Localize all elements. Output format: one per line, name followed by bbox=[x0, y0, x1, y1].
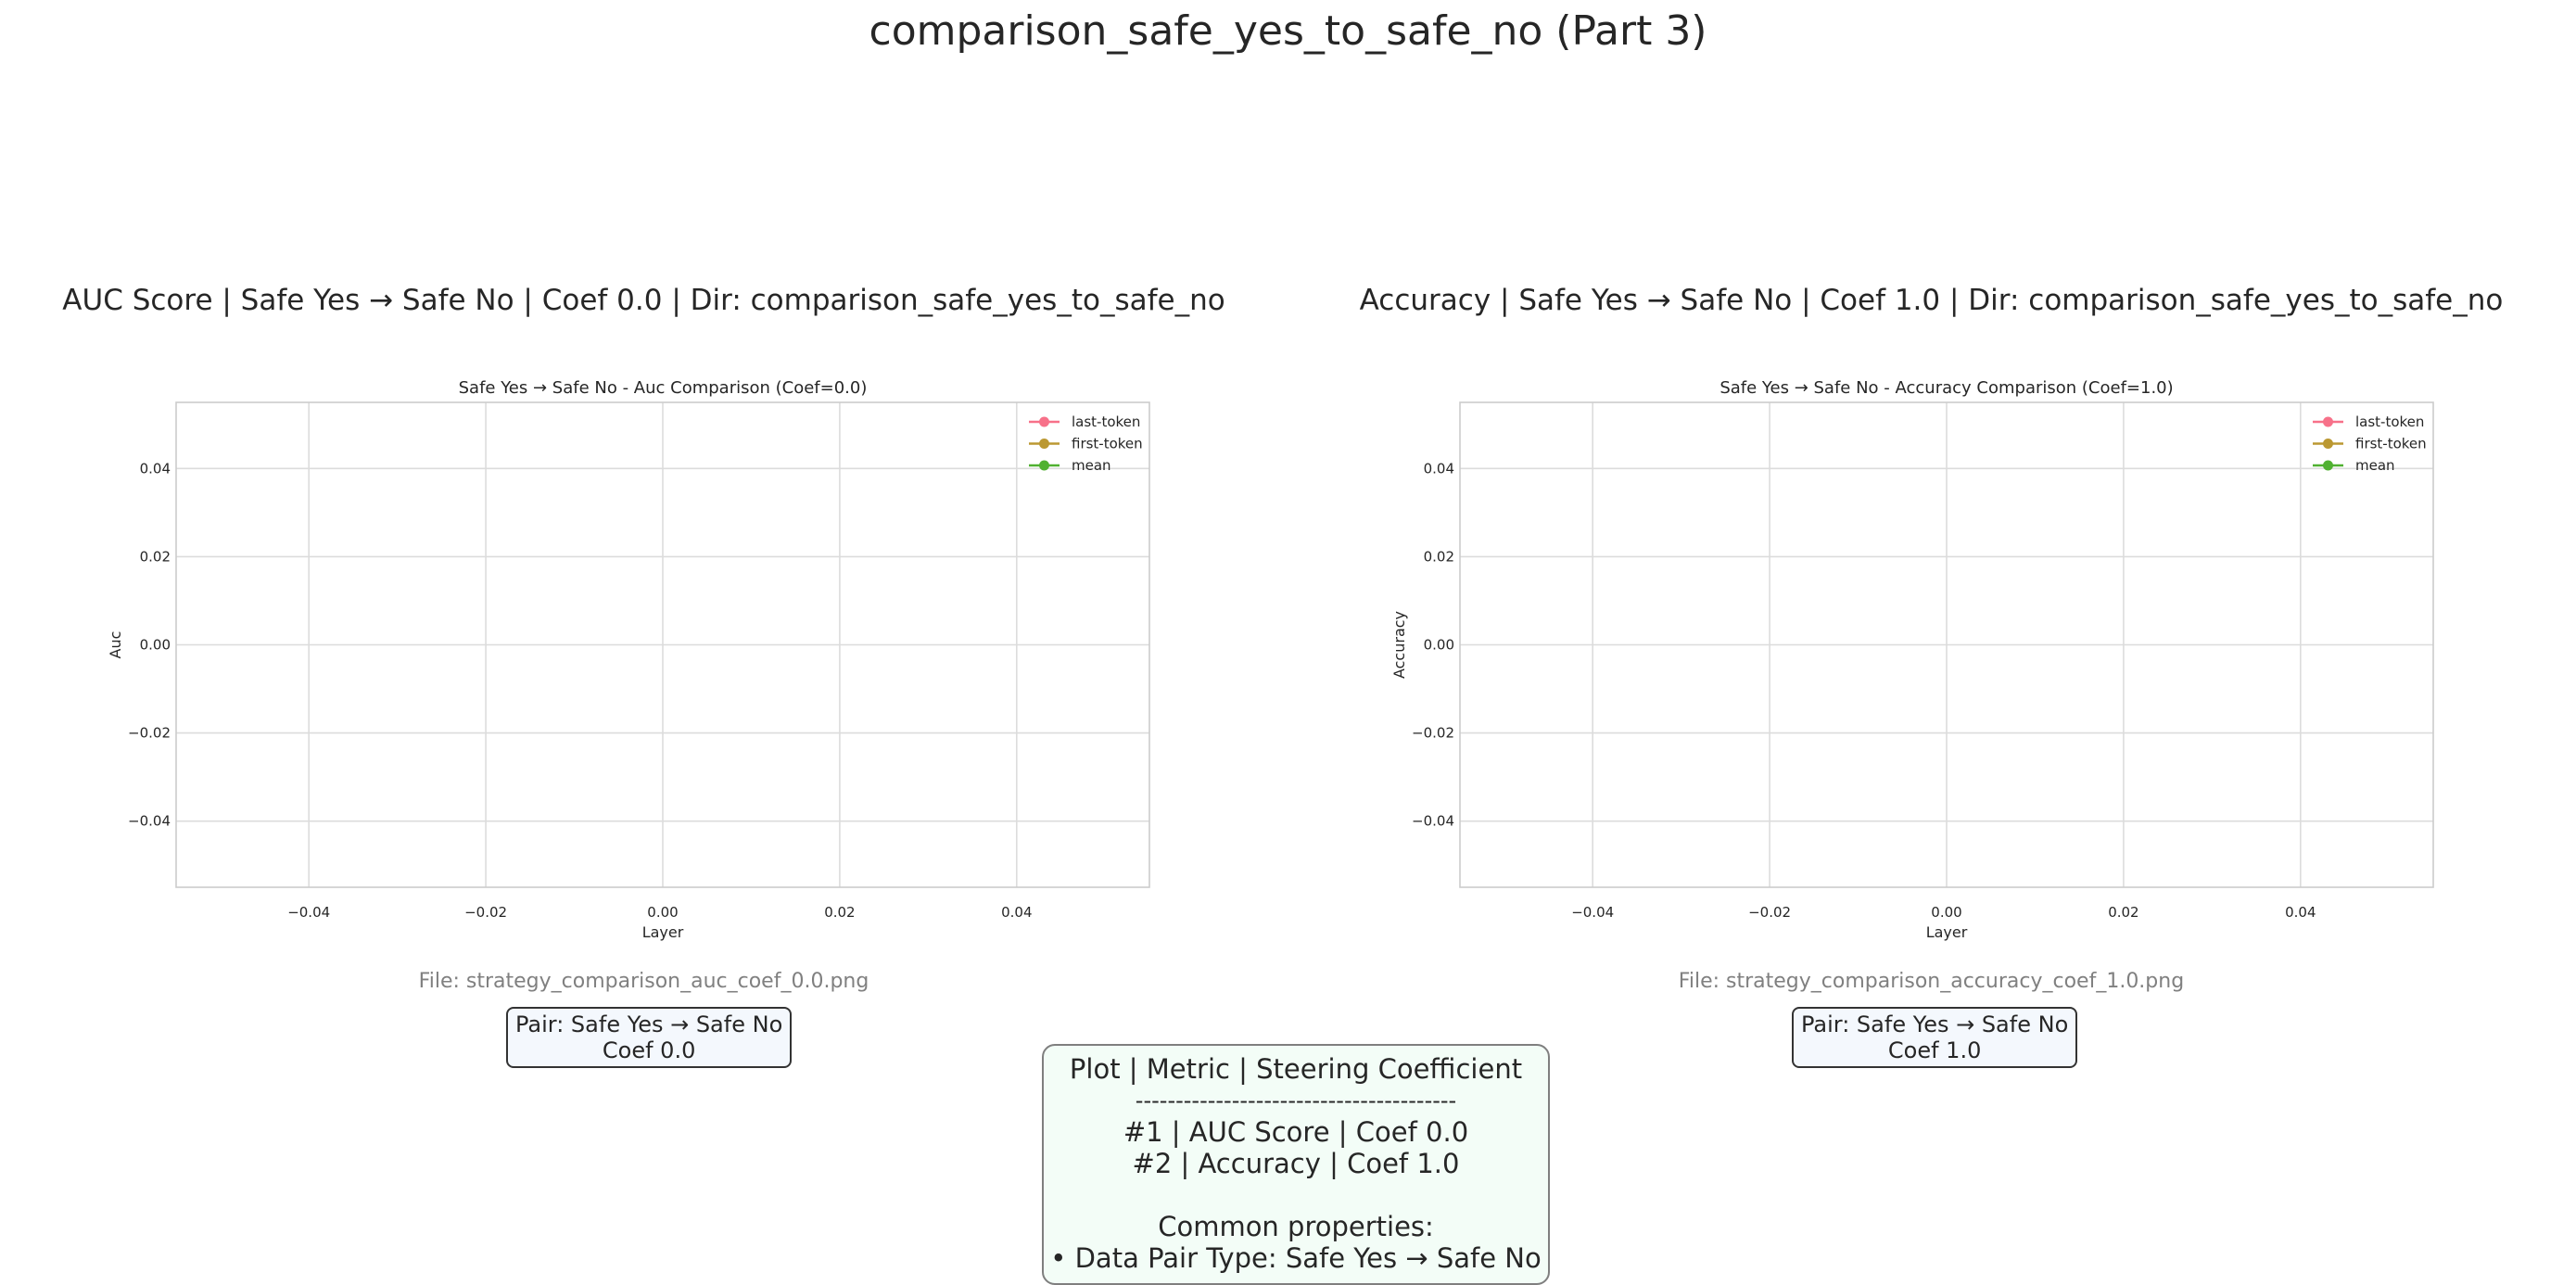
y-tick-label: 0.00 bbox=[140, 637, 171, 654]
pair-box-coef: Coef 0.0 bbox=[602, 1037, 696, 1063]
y-tick-label: −0.02 bbox=[1412, 725, 1454, 742]
summary-header: Plot | Metric | Steering Coefficient bbox=[1069, 1053, 1523, 1085]
summary-common-label: Common properties: bbox=[1158, 1211, 1434, 1242]
pair-box-accuracy: Pair: Safe Yes → Safe No Coef 1.0 bbox=[1792, 1007, 2078, 1068]
x-tick-label: 0.02 bbox=[2108, 904, 2138, 921]
pair-box-coef: Coef 1.0 bbox=[1887, 1037, 1982, 1063]
x-axis-label: Layer bbox=[1926, 923, 1968, 941]
x-tick-label: −0.02 bbox=[1748, 904, 1791, 921]
summary-divider: ---------------------------------------- bbox=[1135, 1088, 1457, 1113]
plot-frame bbox=[1459, 401, 2434, 888]
legend-label: mean bbox=[2355, 457, 2395, 474]
x-tick-label: −0.04 bbox=[1571, 904, 1614, 921]
legend-label: last-token bbox=[2355, 413, 2424, 430]
y-axis-label: Accuracy bbox=[1390, 611, 1408, 679]
legend-marker bbox=[2323, 460, 2333, 471]
summary-row-1: #1 | AUC Score | Coef 0.0 bbox=[1123, 1116, 1469, 1148]
chart-title: Safe Yes → Safe No - Auc Comparison (Coe… bbox=[459, 378, 868, 398]
x-axis-label: Layer bbox=[642, 923, 684, 941]
file-label-auc: File: strategy_comparison_auc_coef_0.0.p… bbox=[418, 970, 869, 993]
legend-marker bbox=[1039, 439, 1049, 449]
panel-title-auc: AUC Score | Safe Yes → Safe No | Coef 0.… bbox=[62, 284, 1225, 317]
x-tick-label: 0.04 bbox=[2285, 904, 2316, 921]
legend-label: first-token bbox=[1072, 436, 1143, 452]
x-tick-label: −0.02 bbox=[464, 904, 507, 921]
figure-suptitle: comparison_safe_yes_to_safe_no (Part 3) bbox=[869, 7, 1707, 55]
pair-box-line: Pair: Safe Yes → Safe No bbox=[515, 1011, 783, 1037]
panel-title-accuracy: Accuracy | Safe Yes → Safe No | Coef 1.0… bbox=[1359, 284, 2504, 317]
y-tick-label: 0.00 bbox=[1424, 637, 1454, 654]
pair-box-auc: Pair: Safe Yes → Safe No Coef 0.0 bbox=[506, 1007, 793, 1068]
summary-common-item: • Data Pair Type: Safe Yes → Safe No bbox=[1050, 1242, 1542, 1274]
y-tick-label: −0.02 bbox=[128, 725, 171, 742]
summary-box: Plot | Metric | Steering Coefficient ---… bbox=[1042, 1044, 1550, 1285]
legend-label: mean bbox=[1072, 457, 1111, 474]
auc-comparison-chart: −0.04 −0.02 0.00 0.02 0.04 0.04 0.02 0.00 −0.02 −… bbox=[107, 378, 1150, 941]
y-tick-label: −0.04 bbox=[1412, 813, 1454, 830]
x-tick-label: −0.04 bbox=[287, 904, 330, 921]
y-tick-label: 0.02 bbox=[140, 548, 171, 565]
summary-spacer bbox=[1044, 1179, 1548, 1211]
legend-marker bbox=[1039, 416, 1049, 427]
x-tick-label: 0.00 bbox=[1931, 904, 1961, 921]
legend-marker bbox=[2323, 416, 2333, 427]
summary-row-2: #2 | Accuracy | Coef 1.0 bbox=[1132, 1148, 1460, 1179]
y-tick-label: 0.04 bbox=[140, 460, 171, 477]
legend-label: last-token bbox=[1072, 413, 1140, 430]
pair-box-line: Pair: Safe Yes → Safe No bbox=[1801, 1011, 2069, 1037]
legend-label: first-token bbox=[2355, 436, 2427, 452]
legend-marker bbox=[1039, 460, 1049, 471]
accuracy-comparison-chart: −0.04 −0.02 0.00 0.02 0.04 0.04 0.02 0.00 −0.02 −… bbox=[1390, 378, 2434, 941]
legend-marker bbox=[2323, 439, 2333, 449]
x-tick-label: 0.00 bbox=[647, 904, 678, 921]
plot-frame bbox=[175, 401, 1150, 888]
y-tick-label: 0.04 bbox=[1424, 460, 1454, 477]
x-tick-label: 0.02 bbox=[824, 904, 855, 921]
file-label-accuracy: File: strategy_comparison_accuracy_coef_… bbox=[1678, 970, 2185, 993]
y-tick-label: 0.02 bbox=[1424, 548, 1454, 565]
y-tick-label: −0.04 bbox=[128, 813, 171, 830]
chart-title: Safe Yes → Safe No - Accuracy Comparison… bbox=[1719, 378, 2173, 398]
x-tick-label: 0.04 bbox=[1001, 904, 1032, 921]
y-axis-label: Auc bbox=[107, 631, 124, 659]
